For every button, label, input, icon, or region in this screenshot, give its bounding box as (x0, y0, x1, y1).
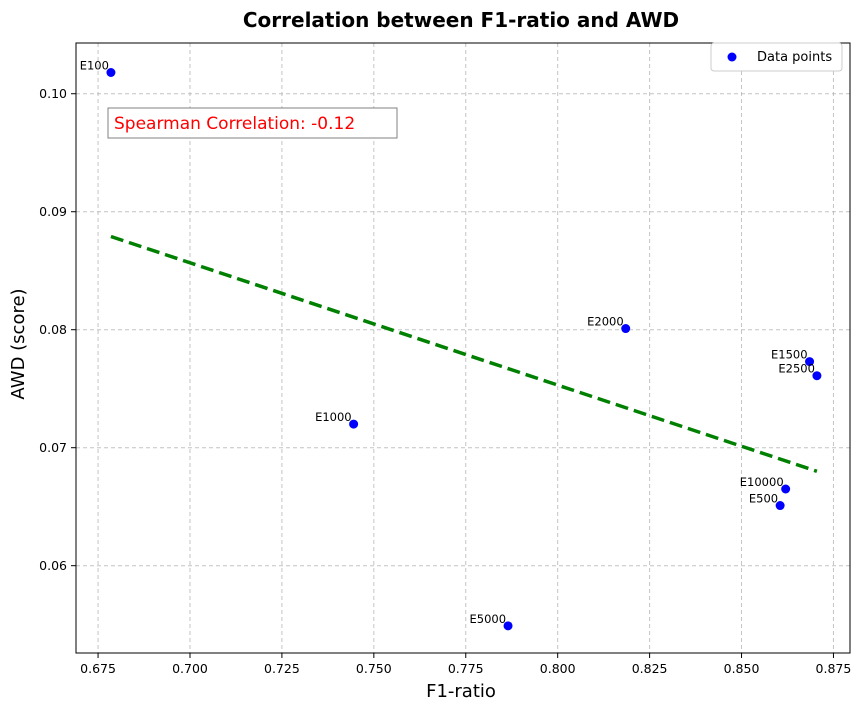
legend-label: Data points (757, 50, 832, 65)
data-point (349, 419, 359, 429)
x-tick-label: 0.800 (540, 661, 576, 676)
grid-lines (76, 43, 850, 653)
plot-area-frame (75, 42, 851, 654)
legend-frame (710, 42, 843, 72)
legend-marker (727, 52, 737, 62)
point-labels-group: E100 E500 E1000 E1500 E2000 E2500 E5000 E10000 (80, 58, 815, 625)
data-point (781, 484, 791, 494)
data-point (106, 67, 116, 77)
data-point (621, 324, 631, 334)
annotation-box (107, 107, 398, 139)
point-label: E2000 (587, 315, 624, 329)
point-label: E10000 (740, 475, 784, 489)
x-tick-label: 0.700 (172, 661, 208, 676)
trend-line-group (110, 234, 818, 473)
y-tick-label: 0.06 (39, 558, 67, 573)
y-tick-label: 0.08 (39, 322, 67, 337)
data-points-group (106, 67, 822, 631)
point-label: E500 (749, 492, 778, 506)
point-label: E1000 (315, 410, 352, 424)
point-label: E1500 (771, 348, 808, 362)
y-tick-label: 0.09 (39, 204, 67, 219)
data-point (805, 357, 815, 367)
annotation-text: Spearman Correlation: -0.12 (114, 114, 355, 134)
y-axis-ticks: 0.06 0.07 0.08 0.09 0.10 (39, 86, 76, 573)
x-tick-label: 0.775 (448, 661, 484, 676)
point-label: E2500 (778, 362, 815, 376)
x-axis-label: F1-ratio (426, 681, 496, 702)
legend: Data points (710, 42, 843, 72)
y-tick-label: 0.10 (39, 86, 67, 101)
chart-title: Correlation between F1-ratio and AWD (243, 8, 679, 32)
y-tick-label: 0.07 (39, 440, 67, 455)
trend-line (110, 234, 818, 473)
data-point (812, 371, 822, 381)
x-tick-label: 0.675 (80, 661, 116, 676)
spearman-annotation: Spearman Correlation: -0.12 (107, 107, 398, 139)
point-label: E100 (80, 58, 109, 72)
data-point (503, 621, 513, 631)
x-tick-label: 0.725 (264, 661, 300, 676)
y-axis-label: AWD (score) (8, 288, 29, 399)
x-tick-label: 0.750 (356, 661, 392, 676)
x-tick-label: 0.875 (816, 661, 852, 676)
x-tick-label: 0.850 (724, 661, 760, 676)
x-axis-ticks: 0.675 0.700 0.725 0.750 0.775 0.800 0.825 0.850… (80, 653, 851, 676)
x-tick-label: 0.825 (632, 661, 668, 676)
point-label: E5000 (469, 612, 506, 626)
data-point (775, 501, 785, 511)
